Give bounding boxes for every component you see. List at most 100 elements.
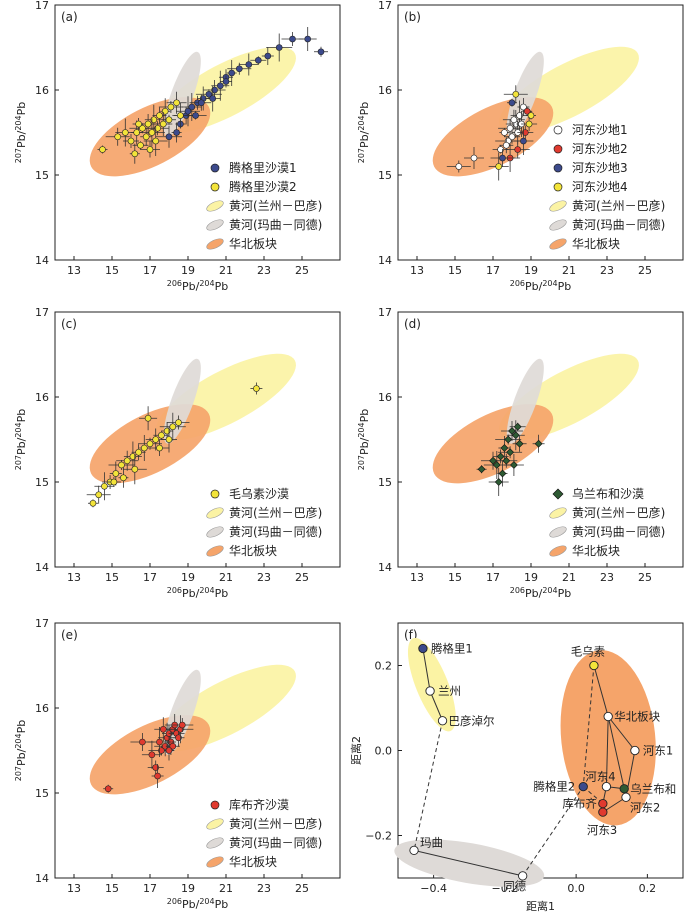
network-edge-dashed xyxy=(582,665,595,787)
panel-label: (d) xyxy=(404,317,421,331)
legend-label: 乌兰布和沙漠 xyxy=(572,486,644,501)
y-axis-title-part: Pb/ xyxy=(15,130,28,148)
legend-marker xyxy=(206,818,224,830)
legend-marker xyxy=(549,238,567,250)
x-tick-label: 15 xyxy=(105,264,119,277)
data-point xyxy=(133,129,140,136)
x-tick-label: 23 xyxy=(600,571,614,584)
x-axis-title-part: Pb xyxy=(215,898,229,911)
data-point xyxy=(160,120,167,128)
panel-f: −0.4 −0.2 0.0 0.2−0.20.00.2(f)距离1距离2腾格里1兰州巴… xyxy=(349,622,684,913)
data-point xyxy=(455,163,463,170)
y-tick-label: 17 xyxy=(378,0,392,12)
data-point xyxy=(496,452,505,461)
network-node xyxy=(619,784,629,794)
data-point xyxy=(317,48,325,56)
x-tick-label: 19 xyxy=(181,882,195,895)
legend-label: 华北板块 xyxy=(229,544,277,558)
legend-label: 黄河(兰州－巴彦) xyxy=(572,505,665,520)
data-point xyxy=(477,465,486,474)
y-tick-label: 16 xyxy=(378,391,392,404)
data-point xyxy=(494,478,503,486)
legend-marker xyxy=(552,488,564,500)
legend-label: 腾格里沙漠1 xyxy=(229,160,297,175)
data-point xyxy=(156,444,163,452)
legend-label: 华北板块 xyxy=(229,855,277,869)
x-tick-label: 25 xyxy=(295,571,309,584)
data-point xyxy=(211,86,218,94)
y-tick-label: 17 xyxy=(35,617,49,630)
data-point xyxy=(275,44,283,51)
data-point xyxy=(135,448,142,456)
x-axis-title: 206Pb/204Pb xyxy=(167,897,229,911)
node-label: 河东3 xyxy=(587,823,617,837)
y-tick-label: 16 xyxy=(378,84,392,97)
node-label: 毛乌素 xyxy=(571,645,606,659)
legend-label: 黄河(兰州－巴彦) xyxy=(229,505,322,520)
data-point xyxy=(515,439,524,448)
data-point xyxy=(499,154,506,162)
network-edge-dashed xyxy=(522,786,584,877)
x-tick-label: 19 xyxy=(524,264,538,277)
data-point xyxy=(104,785,112,793)
network-node xyxy=(598,807,608,817)
data-point xyxy=(508,99,516,107)
data-point xyxy=(165,133,173,141)
legend-label: 黄河(玛曲－同德) xyxy=(572,217,665,232)
legend-label: 河东沙地3 xyxy=(572,161,628,175)
x-tick-label: −0.4 xyxy=(420,882,447,895)
x-tick-label: 17 xyxy=(486,264,500,277)
data-point xyxy=(520,103,527,111)
data-point xyxy=(534,439,543,448)
data-point xyxy=(139,738,146,746)
x-tick-label: 19 xyxy=(181,571,195,584)
node-label: 巴彦淖尔 xyxy=(449,714,495,728)
network-edge xyxy=(422,648,431,692)
data-point xyxy=(504,435,513,444)
data-point xyxy=(508,133,516,141)
network-edge xyxy=(593,665,609,717)
x-axis-title-part: 204 xyxy=(199,586,214,595)
data-point xyxy=(489,456,497,465)
y-axis-title-part: 207 xyxy=(357,455,366,470)
y-axis-title-part: Pb/ xyxy=(15,437,28,455)
data-point xyxy=(156,738,163,746)
network-edge-dashed xyxy=(413,720,444,851)
data-point xyxy=(169,742,177,750)
y-axis-title-part: Pb/ xyxy=(358,437,371,455)
legend-label: 黄河(玛曲－同德) xyxy=(229,835,322,850)
data-point xyxy=(110,478,118,486)
panel-e: 13 15 17 19 21 23 2514151617(e)206Pb/204Pb207P… xyxy=(14,617,341,911)
data-point xyxy=(198,99,205,107)
data-point xyxy=(506,448,515,457)
x-axis-title-part: 204 xyxy=(542,586,557,595)
data-point xyxy=(245,61,253,68)
x-tick-label: 17 xyxy=(486,571,500,584)
plot-frame xyxy=(54,622,341,879)
data-point xyxy=(173,99,180,107)
panel-label: (e) xyxy=(61,628,78,642)
x-axis-title-part: 204 xyxy=(542,279,557,288)
node-label: 库布齐 xyxy=(562,797,597,811)
y-axis-title: 207Pb/204Pb xyxy=(14,720,28,782)
x-tick-label: 23 xyxy=(600,264,614,277)
data-point xyxy=(511,431,520,440)
data-point xyxy=(264,52,272,60)
node-label: 兰州 xyxy=(438,684,461,698)
data-point xyxy=(173,129,180,136)
y-tick-label: 17 xyxy=(35,0,49,12)
node-label: 河东2 xyxy=(630,800,660,814)
y-axis-title-part: Pb xyxy=(15,102,28,116)
legend-label: 黄河(兰州－巴彦) xyxy=(229,816,322,831)
data-point xyxy=(470,154,478,162)
data-point xyxy=(209,95,216,102)
y-tick-label: 14 xyxy=(378,561,392,574)
data-point xyxy=(500,444,509,452)
data-point xyxy=(184,107,192,115)
x-tick-label: 19 xyxy=(181,264,195,277)
legend-label: 河东沙地2 xyxy=(572,142,628,156)
legend-marker xyxy=(549,526,567,538)
data-point xyxy=(118,461,125,469)
y-axis-title-part: Pb xyxy=(358,102,371,116)
data-point xyxy=(502,456,511,465)
